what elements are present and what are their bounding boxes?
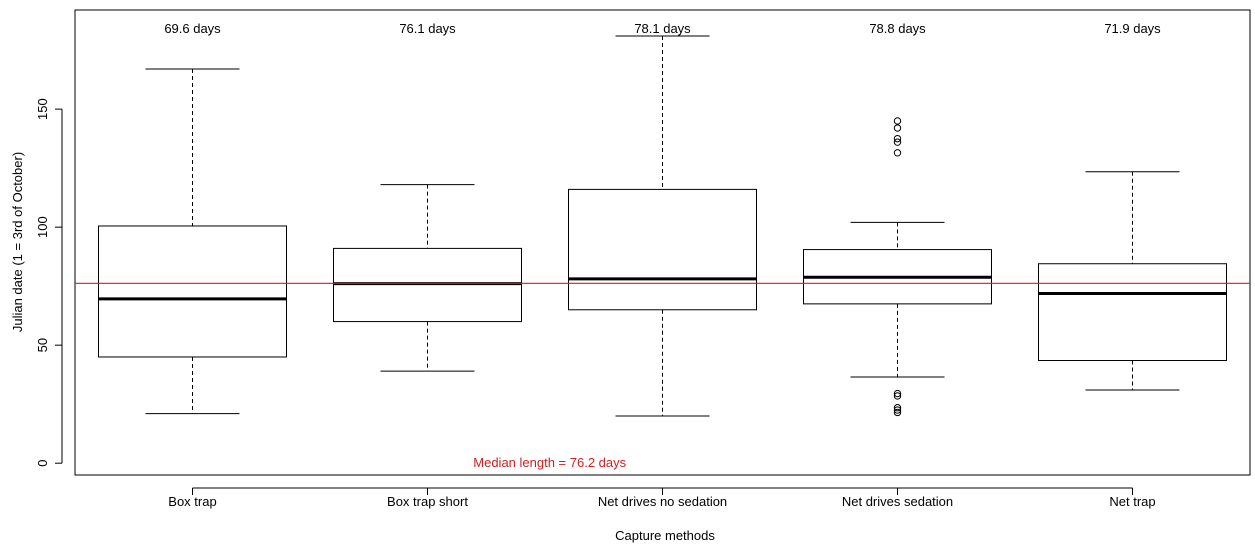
box-3 [568,35,757,417]
box-2 [333,184,522,372]
outlier-point [893,124,902,132]
reference-line-group: Median length = 76.2 days [75,282,1250,470]
box-1 [98,68,287,415]
x-tick-label: Box trap [168,494,216,509]
y-axis-title: Julian date (1 = 3rd of October) [10,152,25,332]
x-tick-label: Net drives no sedation [598,494,727,509]
outlier-point [893,404,902,412]
x-tick-label: Net trap [1109,494,1155,509]
x-tick-label: Net drives sedation [842,494,953,509]
median-days-label: 69.6 days [164,21,221,36]
y-tick-label: 150 [35,98,50,120]
outlier-point [893,408,902,417]
box-iqr [98,225,287,358]
outlier-point [893,134,902,143]
median-days-label: 76.1 days [399,21,456,36]
plot-frame [74,9,1251,476]
box-5 [1038,171,1227,391]
box-iqr [1038,263,1227,362]
reference-line-label: Median length = 76.2 days [473,455,626,470]
box-4 [803,117,992,417]
outlier-point [893,389,902,398]
outlier-point [893,149,902,157]
median-days-label: 78.8 days [869,21,926,36]
y-axis: 0 50 100 150 [35,98,63,467]
y-tick-label: 50 [35,338,50,352]
outlier-point [893,117,902,125]
x-axis-title: Capture methods [615,528,715,543]
outlier-point [893,138,902,146]
outlier-point [893,392,902,400]
y-tick-label: 0 [35,460,50,467]
top-labels: 69.6 days 76.1 days 78.1 days 78.8 days 71.9… [164,21,1161,36]
median-days-label: 71.9 days [1104,21,1161,36]
median-days-label: 78.1 days [634,21,691,36]
y-tick-label: 100 [35,216,50,238]
outlier-point [893,406,902,414]
box-series [98,35,1227,417]
box-iqr [568,188,757,311]
x-tick-label: Box trap short [387,494,468,509]
x-axis: Box trap Box trap short Net drives no seda… [168,487,1156,509]
